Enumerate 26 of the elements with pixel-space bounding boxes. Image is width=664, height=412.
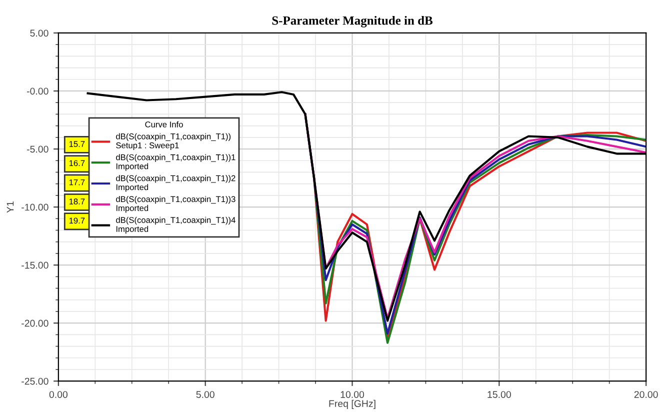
legend-label: dB(S(coaxpin_T1,coaxpin_T1))4 Imported	[116, 216, 236, 234]
legend-label: dB(S(coaxpin_T1,coaxpin_T1))2 Imported	[116, 175, 236, 192]
annotation: 15.7	[69, 141, 85, 147]
annotation: 18.7	[69, 198, 85, 204]
x-tick-label: 20.00	[634, 391, 658, 398]
y-tick-label: -25.00	[22, 378, 48, 385]
x-tick-label: 0.00	[49, 391, 68, 398]
y-tick-label: 5.00	[30, 30, 48, 37]
x-tick-label: 10.00	[340, 391, 364, 398]
legend-title: Curve Info	[145, 121, 183, 128]
y-tick-label: -10.00	[22, 204, 48, 211]
annotation: 19.7	[69, 218, 85, 224]
annotation: 17.7	[69, 179, 85, 186]
x-tick-label: 5.00	[196, 391, 214, 398]
y-axis-title: Y1	[6, 202, 14, 213]
y-tick-label: -5.00	[26, 146, 48, 153]
legend-label: dB(S(coaxpin_T1,coaxpin_T1)) Setup1 : Sweep1	[116, 133, 231, 150]
legend-label: dB(S(coaxpin_T1,coaxpin_T1))3 Imported	[116, 196, 236, 213]
x-axis-title: Freq [GHz]	[329, 400, 376, 409]
x-tick-label: 15.00	[488, 391, 511, 398]
y-tick-label: -0.00	[26, 88, 48, 95]
y-tick-label: -20.00	[22, 320, 48, 327]
chart-title: S-Parameter Magnitude in dB	[272, 16, 433, 28]
legend-label: dB(S(coaxpin_T1,coaxpin_T1))1 Imported	[116, 154, 236, 171]
y-tick-label: -15.00	[22, 262, 48, 269]
annotation: 16.7	[69, 160, 85, 166]
